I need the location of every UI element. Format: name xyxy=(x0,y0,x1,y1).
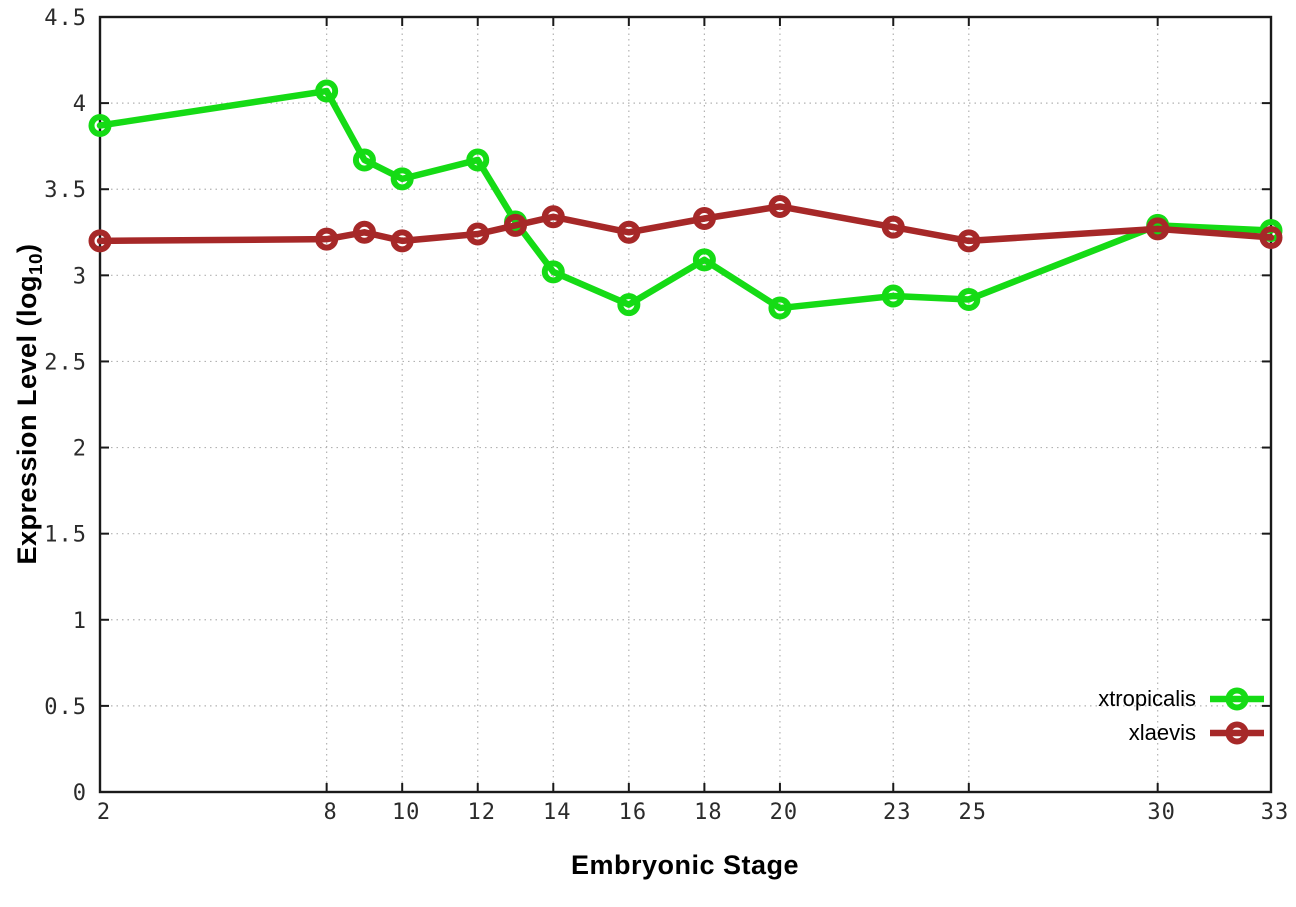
y-tick-label: 3.5 xyxy=(44,178,87,203)
data-point-xtropicalis xyxy=(466,148,490,172)
data-point-xlaevis xyxy=(1259,225,1283,249)
plot-border xyxy=(98,15,1273,794)
data-point-xtropicalis xyxy=(881,284,905,308)
x-tick-label: 2 xyxy=(97,800,111,825)
data-point-xtropicalis xyxy=(617,293,641,317)
y-axis-label-subscript: 10 xyxy=(26,252,48,275)
data-point-xtropicalis xyxy=(768,296,792,320)
legend-label-xtropicalis: xtropicalis xyxy=(1098,685,1196,711)
x-tick-label: 14 xyxy=(543,800,572,825)
y-tick-label: 2.5 xyxy=(44,350,87,375)
x-tick-label: 33 xyxy=(1261,800,1290,825)
y-tick-label: 1 xyxy=(73,609,87,634)
x-tick-label: 20 xyxy=(770,800,799,825)
data-point-xtropicalis xyxy=(352,148,376,172)
legend-marker-xlaevis-icon xyxy=(1210,721,1264,744)
data-point-xtropicalis xyxy=(88,114,112,137)
x-tick-label: 30 xyxy=(1147,800,1176,825)
data-point-xlaevis xyxy=(504,213,528,237)
y-axis-label-text: Expression Level (log xyxy=(11,274,42,565)
y-tick-label: 0 xyxy=(73,781,87,806)
legend-entry-xlaevis: xlaevis xyxy=(1098,717,1266,748)
y-tick-label: 1.5 xyxy=(44,523,87,548)
y-tick-label: 0.5 xyxy=(44,695,87,720)
data-point-xlaevis xyxy=(466,222,490,246)
y-axis-label-close: ) xyxy=(11,243,42,253)
series-line-xlaevis xyxy=(96,203,1275,245)
legend-marker-xtropicalis-icon xyxy=(1210,687,1264,710)
data-point-xtropicalis xyxy=(541,260,565,284)
data-point-xlaevis xyxy=(352,220,376,244)
x-tick-label: 25 xyxy=(959,800,988,825)
x-tick-label: 8 xyxy=(324,800,338,825)
series-xlaevis xyxy=(88,194,1283,253)
data-point-xtropicalis xyxy=(315,79,339,103)
data-point-xlaevis xyxy=(315,227,339,251)
data-point-xtropicalis xyxy=(957,287,981,311)
data-point-xtropicalis xyxy=(692,248,716,272)
series-line-xtropicalis xyxy=(96,87,1275,312)
y-tick-label: 2 xyxy=(73,437,87,462)
legend-entry-xtropicalis: xtropicalis xyxy=(1098,683,1266,714)
y-tick-label: 3 xyxy=(73,264,87,289)
data-point-xlaevis xyxy=(957,229,981,253)
x-tick-label: 12 xyxy=(467,800,496,825)
data-point-xlaevis xyxy=(541,205,565,229)
data-point-xlaevis xyxy=(881,215,905,239)
tick-labels: 0 0.5 1 1.5 2 2.5 3 3.5 4 4.5 2 8 10 12 14 16 18 20 23 25 30… xyxy=(44,6,1290,825)
y-tick-label: 4 xyxy=(73,92,87,117)
data-point-xlaevis xyxy=(617,220,641,244)
series-xtropicalis xyxy=(88,79,1283,320)
x-tick-label: 16 xyxy=(619,800,648,825)
data-point-xtropicalis xyxy=(390,167,414,191)
y-axis-label: Expression Level (log10) xyxy=(12,243,48,564)
data-point-xlaevis xyxy=(88,229,112,253)
data-point-xlaevis xyxy=(1146,217,1170,241)
data-point-xlaevis xyxy=(768,194,792,218)
legend: xtropicalis xlaevis xyxy=(1098,683,1266,748)
x-tick-label: 23 xyxy=(883,800,912,825)
tick-marks xyxy=(99,16,1272,793)
x-axis-label: Embryonic Stage xyxy=(570,850,800,880)
y-tick-label: 4.5 xyxy=(44,6,87,31)
x-tick-label: 18 xyxy=(694,800,723,825)
data-point-xlaevis xyxy=(390,229,414,253)
x-tick-label: 10 xyxy=(392,800,421,825)
data-point-xlaevis xyxy=(692,207,716,230)
grid-lines xyxy=(99,16,1272,793)
legend-label-xlaevis: xlaevis xyxy=(1128,719,1196,745)
